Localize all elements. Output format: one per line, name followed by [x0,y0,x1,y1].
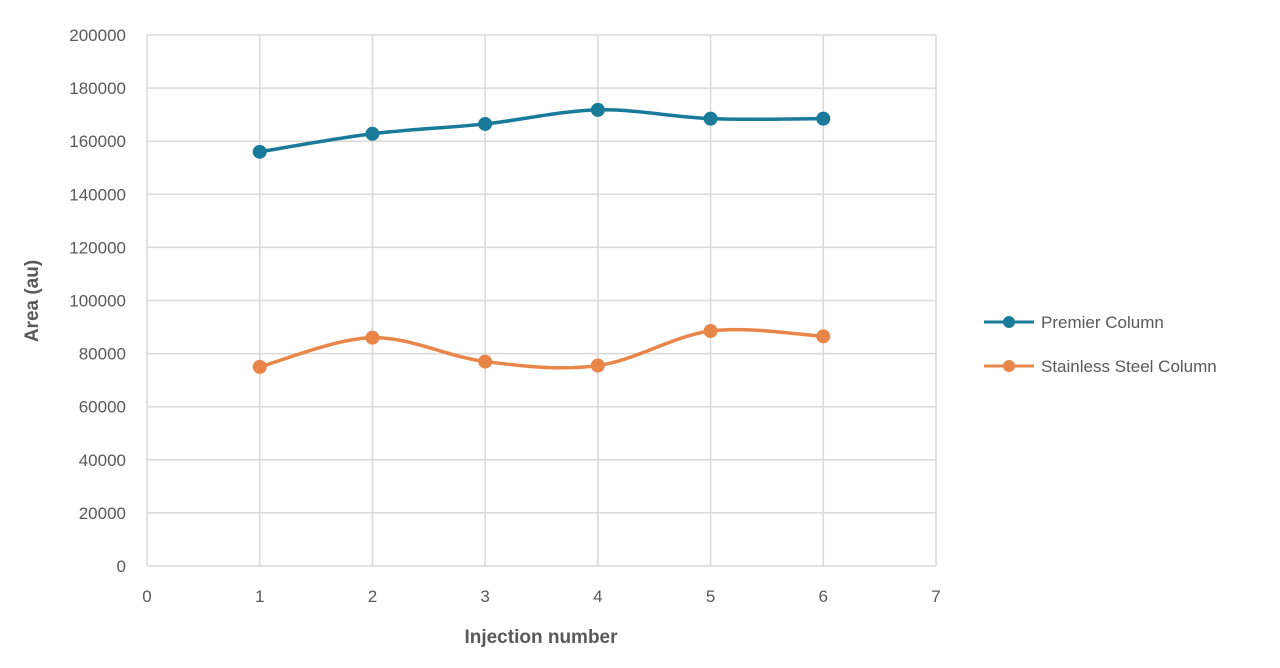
y-tick-label: 200000 [69,26,126,45]
y-tick-label: 80000 [79,345,126,364]
data-point [703,324,718,339]
y-tick-label: 0 [117,557,126,576]
y-tick-label: 180000 [69,79,126,98]
data-point [590,102,605,117]
x-tick-label: 4 [593,587,602,606]
legend-swatch-marker [1003,316,1015,328]
data-point [478,354,493,369]
legend-item-stainless-steel-column: Stainless Steel Column [984,357,1217,376]
y-tick-label: 20000 [79,504,126,523]
series-lines [259,108,824,370]
horizontal-gridlines [147,34,936,567]
y-axis-tick-labels: 0 20000 40000 60000 80000 100000 120000 140000 1… [69,26,126,576]
series-line [259,327,824,370]
data-point [365,126,380,141]
y-tick-label: 100000 [69,292,126,311]
x-tick-label: 2 [368,587,377,606]
data-point [816,329,831,344]
y-tick-label: 40000 [79,451,126,470]
data-point [365,330,380,345]
y-axis-title: Area (au) [22,260,43,342]
legend: Premier Column Stainless Steel Column [984,313,1217,376]
legend-swatch-marker [1003,360,1015,372]
x-tick-label: 5 [706,587,715,606]
x-tick-label: 3 [480,587,489,606]
series-points [252,102,831,374]
y-tick-label: 120000 [69,238,126,257]
data-point [590,358,605,373]
data-point [252,359,267,374]
x-tick-label: 1 [255,587,264,606]
x-tick-label: 6 [819,587,828,606]
x-tick-label: 0 [142,587,151,606]
legend-label: Stainless Steel Column [1041,357,1217,376]
y-tick-label: 140000 [69,185,126,204]
x-axis-tick-labels: 0 1 2 3 4 5 6 7 [142,587,940,606]
data-point [816,111,831,126]
series-line [259,108,824,154]
legend-item-premier-column: Premier Column [984,313,1164,332]
data-point [703,111,718,126]
data-point [478,116,493,131]
data-point [252,144,267,159]
legend-label: Premier Column [1041,313,1164,332]
x-tick-label: 7 [931,587,940,606]
y-tick-label: 60000 [79,398,126,417]
x-axis-title: Injection number [464,627,618,648]
y-tick-label: 160000 [69,132,126,151]
